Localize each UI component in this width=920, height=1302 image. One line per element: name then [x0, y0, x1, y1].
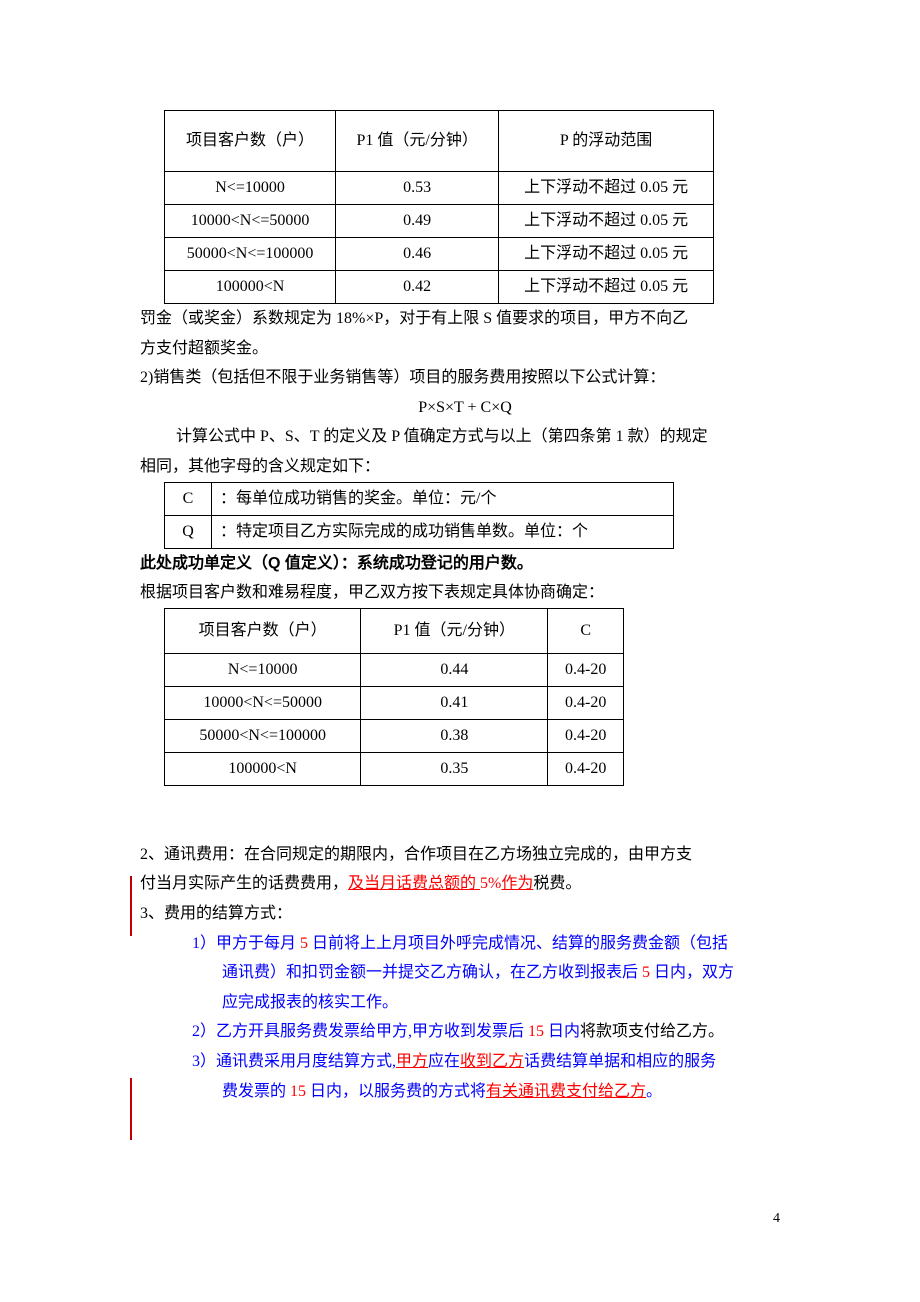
td: 0.38	[361, 719, 548, 752]
text: 费发票的	[222, 1083, 290, 1100]
table-p1-c-values: 项目客户数（户） P1 值（元/分钟） C N<=100000.440.4-20…	[164, 608, 624, 786]
text: 。	[646, 1083, 662, 1100]
paragraph: 计算公式中 P、S、T 的定义及 P 值确定方式与以上（第四条第 1 款）的规定	[140, 422, 790, 452]
td: N<=10000	[165, 172, 336, 205]
td: 上下浮动不超过 0.05 元	[499, 238, 714, 271]
td: ：每单位成功销售的奖金。单位：元/个	[212, 482, 674, 515]
list-item-cont: 应完成报表的核实工作。	[140, 988, 790, 1018]
list-item-cont: 通讯费）和扣罚金额一并提交乙方确认，在乙方收到报表后 5 日内，双方	[140, 958, 790, 988]
text: 日内，双方	[654, 964, 734, 981]
table-p1-float-range: 项目客户数（户） P1 值（元/分钟） P 的浮动范围 N<=100000.53…	[164, 110, 714, 304]
paragraph: 2)销售类（包括但不限于业务销售等）项目的服务费用按照以下公式计算：	[140, 363, 790, 393]
text: 税费。	[533, 875, 581, 892]
td: 100000<N	[165, 271, 336, 304]
text-revised: 作为	[501, 875, 533, 892]
td: 100000<N	[165, 752, 361, 785]
th: P1 值（元/分钟）	[336, 111, 499, 172]
td: 0.4-20	[548, 719, 624, 752]
paragraph: 罚金（或奖金）系数规定为 18%×P，对于有上限 S 值要求的项目，甲方不向乙	[140, 304, 790, 334]
td: C	[165, 482, 212, 515]
paragraph: 方支付超额奖金。	[140, 334, 790, 364]
formula: P×S×T + C×Q	[140, 393, 790, 423]
text: 日内	[548, 1023, 580, 1040]
table-symbol-definitions: C：每单位成功销售的奖金。单位：元/个 Q：特定项目乙方实际完成的成功销售单数。…	[164, 482, 674, 549]
text: 5	[300, 935, 312, 952]
text: 应在	[428, 1053, 460, 1070]
td: 0.41	[361, 686, 548, 719]
page-number: 4	[773, 1206, 780, 1232]
text-revised: 5%	[480, 875, 501, 892]
revision-mark	[130, 1078, 132, 1140]
text: 1）甲方于每月	[192, 935, 300, 952]
paragraph: 根据项目客户数和难易程度，甲乙双方按下表规定具体协商确定：	[140, 578, 790, 608]
text-revised: 甲方	[396, 1053, 428, 1070]
td: 0.35	[361, 752, 548, 785]
td: Q	[165, 515, 212, 548]
revision-mark	[130, 876, 132, 936]
spacer	[140, 786, 790, 840]
th: 项目客户数（户）	[165, 608, 361, 653]
paragraph: 2、通讯费用：在合同规定的期限内，合作项目在乙方场独立完成的，由甲方支	[140, 840, 790, 870]
text: 15	[290, 1083, 310, 1100]
th: P 的浮动范围	[499, 111, 714, 172]
td: 50000<N<=100000	[165, 238, 336, 271]
th: P1 值（元/分钟）	[361, 608, 548, 653]
text-revised: 有关通讯费支付给乙方	[486, 1083, 646, 1100]
td: ：特定项目乙方实际完成的成功销售单数。单位：个	[212, 515, 674, 548]
th: 项目客户数（户）	[165, 111, 336, 172]
td: 10000<N<=50000	[165, 205, 336, 238]
td: 0.44	[361, 653, 548, 686]
td: N<=10000	[165, 653, 361, 686]
td: 0.4-20	[548, 752, 624, 785]
td: 上下浮动不超过 0.05 元	[499, 172, 714, 205]
td: 0.4-20	[548, 686, 624, 719]
td: 0.42	[336, 271, 499, 304]
text: 日内，以服务费的方式将	[310, 1083, 486, 1100]
paragraph: 相同，其他字母的含义规定如下：	[140, 452, 790, 482]
td: 0.46	[336, 238, 499, 271]
list-item: 3）通讯费采用月度结算方式,甲方应在收到乙方话费结算单据和相应的服务	[140, 1047, 790, 1077]
td: 50000<N<=100000	[165, 719, 361, 752]
paragraph-bold: 此处成功单定义（Q 值定义）：系统成功登记的用户数。	[140, 549, 790, 579]
td: 上下浮动不超过 0.05 元	[499, 205, 714, 238]
td: 上下浮动不超过 0.05 元	[499, 271, 714, 304]
th: C	[548, 608, 624, 653]
list-item: 1）甲方于每月 5 日前将上上月项目外呼完成情况、结算的服务费金额（包括	[140, 929, 790, 959]
td: 0.49	[336, 205, 499, 238]
td: 0.4-20	[548, 653, 624, 686]
text: 话费结算单据和相应的服务	[524, 1053, 716, 1070]
text: 日前将上上月项目外呼完成情况、结算的服务费金额（包括	[312, 935, 728, 952]
list-item-cont: 费发票的 15 日内，以服务费的方式将有关通讯费支付给乙方。	[140, 1077, 790, 1107]
paragraph: 3、费用的结算方式：	[140, 899, 790, 929]
text: 通讯费）和扣罚金额一并提交乙方确认，在乙方收到报表后	[222, 964, 642, 981]
text: 2）乙方开具服务费发票给甲方,甲方收到发票后	[192, 1023, 528, 1040]
text-revised: 收到乙方	[460, 1053, 524, 1070]
text: 将款项支付给乙方。	[580, 1023, 724, 1040]
text-revised: 及当月话费总额的	[348, 875, 480, 892]
td: 0.53	[336, 172, 499, 205]
document-page: 项目客户数（户） P1 值（元/分钟） P 的浮动范围 N<=100000.53…	[0, 0, 920, 1302]
text: 付当月实际产生的话费费用，	[140, 875, 348, 892]
list-item: 2）乙方开具服务费发票给甲方,甲方收到发票后 15 日内将款项支付给乙方。	[140, 1017, 790, 1047]
text: 3）通讯费采用月度结算方式,	[192, 1053, 396, 1070]
td: 10000<N<=50000	[165, 686, 361, 719]
text: 5	[642, 964, 654, 981]
paragraph: 付当月实际产生的话费费用，及当月话费总额的 5%作为税费。	[140, 869, 790, 899]
text: 15	[528, 1023, 548, 1040]
